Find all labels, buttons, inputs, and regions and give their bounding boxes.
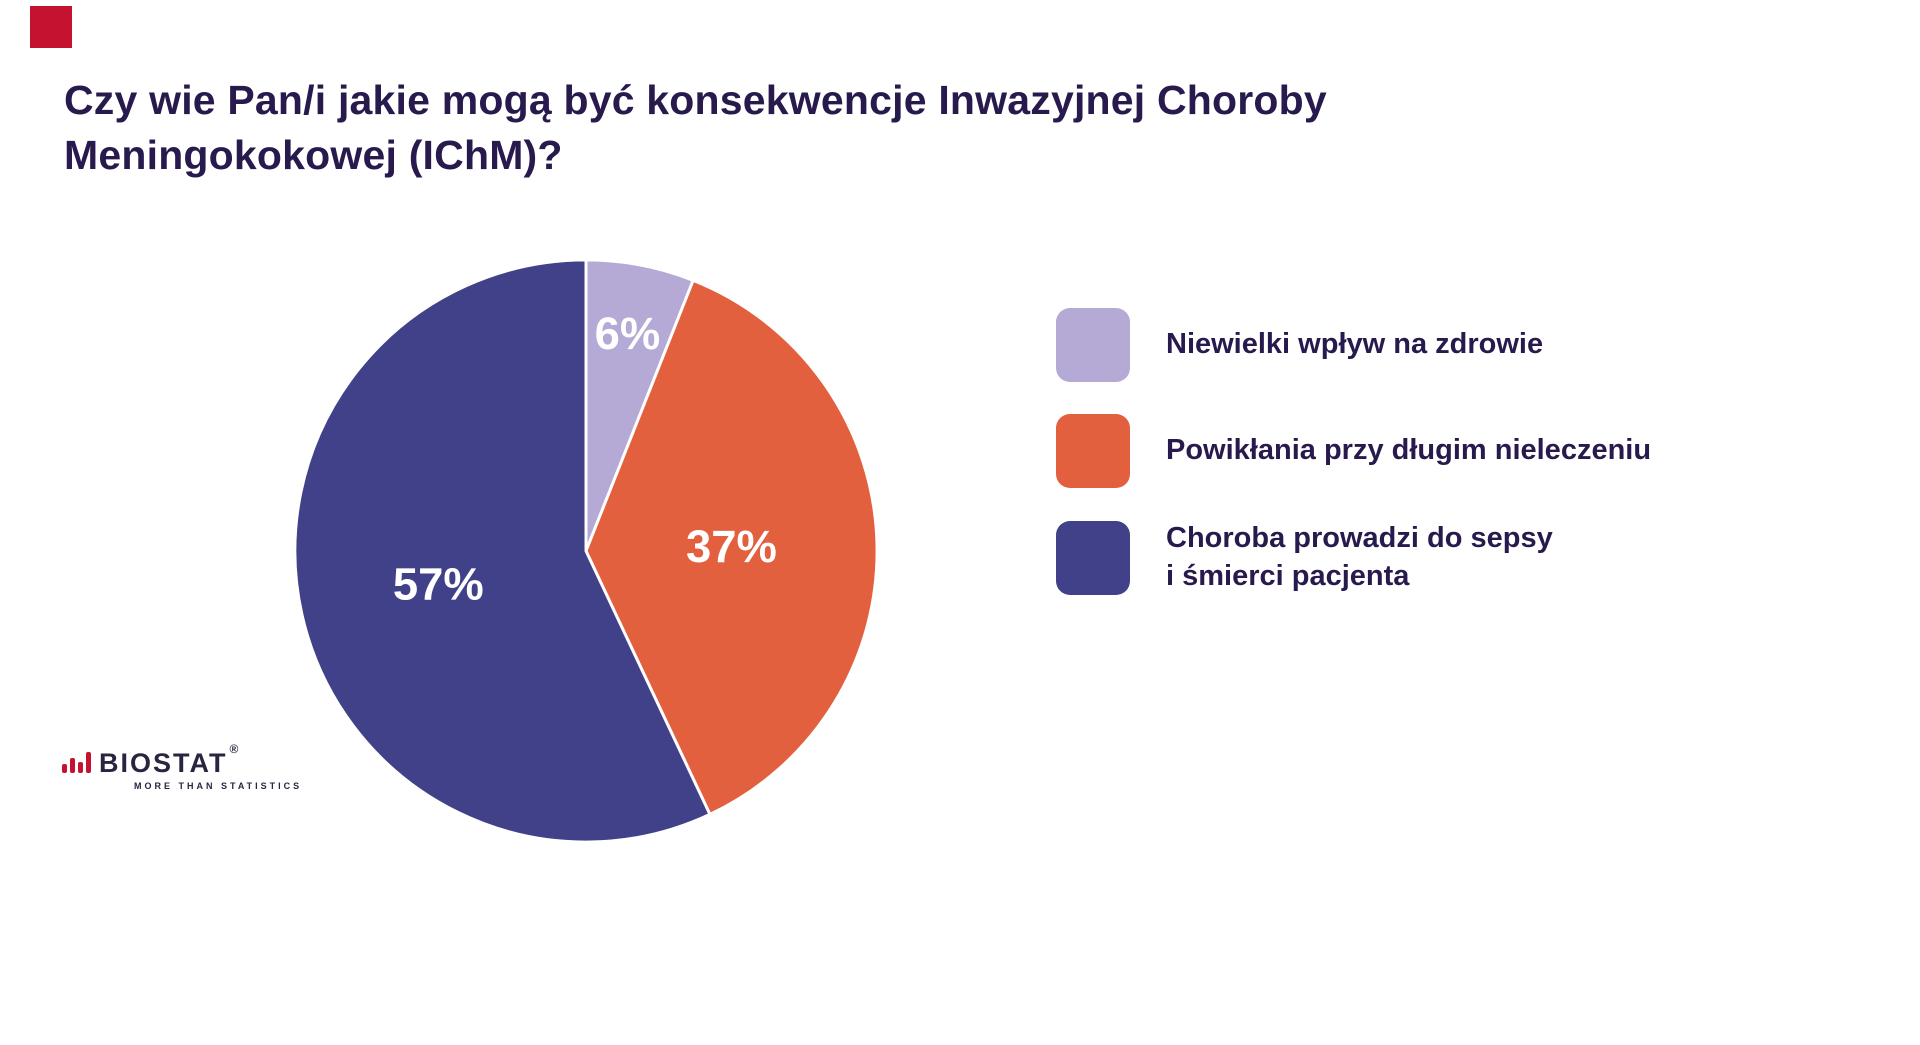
pie-slice-label-2: 57% xyxy=(393,559,484,610)
legend-swatch xyxy=(1056,414,1130,488)
legend-label: Powikłania przy długim nieleczeniu xyxy=(1166,434,1652,467)
logo-text: BIOSTAT xyxy=(99,748,228,778)
legend-swatch xyxy=(1056,520,1130,595)
legend-item-powiklania: Powikłania przy długim nieleczeniu xyxy=(1056,414,1651,488)
registered-mark: ® xyxy=(229,742,239,756)
pie-chart: 6% 37% 57% xyxy=(290,255,882,847)
logo-bars-icon xyxy=(62,752,91,773)
legend-swatch xyxy=(1056,308,1130,382)
accent-square xyxy=(30,6,72,48)
pie-slice-label-1: 37% xyxy=(686,521,777,572)
pie-chart-svg: 6% 37% 57% xyxy=(293,258,879,844)
legend-label: Choroba prowadzi do sepsy i śmierci pacj… xyxy=(1166,522,1553,592)
pie-slice-label-0: 6% xyxy=(595,308,661,359)
chart-legend: Niewielki wpływ na zdrowie Powikłania pr… xyxy=(1056,308,1651,595)
pie-slice-2 xyxy=(293,258,712,844)
legend-label: Niewielki wpływ na zdrowie xyxy=(1166,328,1544,361)
pie-slice-1 xyxy=(584,278,879,816)
page-title: Czy wie Pan/i jakie mogą być konsekwencj… xyxy=(64,77,1327,178)
logo-tagline: MORE THAN STATISTICS xyxy=(134,781,303,791)
legend-item-niewielki-wplyw: Niewielki wpływ na zdrowie xyxy=(1056,308,1651,382)
biostat-logo: BIOSTAT ® MORE THAN STATISTICS xyxy=(62,742,303,791)
legend-item-sepsa: Choroba prowadzi do sepsy i śmierci pacj… xyxy=(1056,520,1651,595)
